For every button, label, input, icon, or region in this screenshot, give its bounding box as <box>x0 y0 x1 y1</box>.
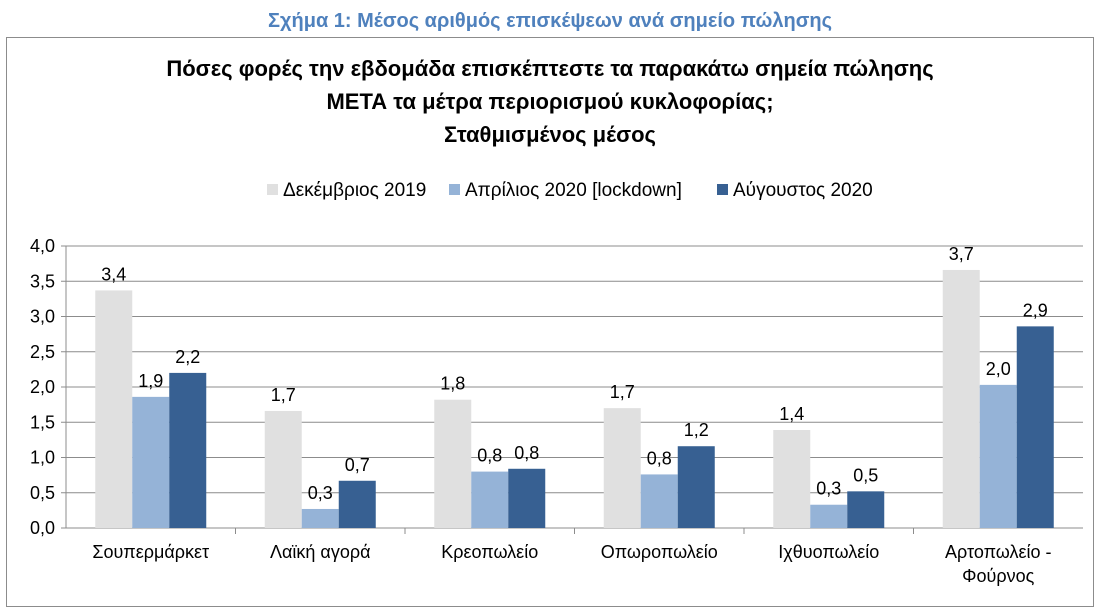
data-label: 1,4 <box>779 404 804 424</box>
legend-swatch-2 <box>449 184 460 195</box>
legend-label-1: Δεκέμβριος 2019 <box>283 180 426 201</box>
data-label: 0,8 <box>477 446 502 466</box>
y-tick-label: 2,0 <box>30 377 55 397</box>
data-label: 1,7 <box>271 385 296 405</box>
y-tick-label: 0,5 <box>30 483 55 503</box>
category-label: Σουπερμάρκετ <box>92 542 209 562</box>
bar-2-2 <box>301 508 339 528</box>
legend-label-2: Απρίλιος 2020 [lockdown] <box>465 180 682 201</box>
bar-1-5 <box>773 430 811 528</box>
chart-frame: Πόσες φορές την εβδομάδα επισκέπτεστε τα… <box>6 37 1094 607</box>
chart-title-line: ΜΕΤΑ τα μέτρα περιορισμού κυκλοφορίας; <box>326 89 773 114</box>
bar-2-6 <box>979 384 1017 528</box>
category-label: Αρτοπωλείο - <box>945 542 1052 562</box>
bar-2-1 <box>132 396 170 528</box>
data-label: 2,2 <box>175 347 200 367</box>
bar-3-2 <box>338 480 376 528</box>
data-label: 1,7 <box>610 382 635 402</box>
data-label: 0,3 <box>816 479 841 499</box>
bar-1-1 <box>95 290 133 528</box>
data-label: 1,8 <box>440 374 465 394</box>
bar-2-4 <box>640 474 678 528</box>
legend-swatch-1 <box>267 184 278 195</box>
category-label: Κρεοπωλείο <box>441 542 538 562</box>
data-label: 2,0 <box>986 359 1011 379</box>
data-label: 3,7 <box>949 244 974 264</box>
bar-3-4 <box>677 446 715 528</box>
legend-label-3: Αύγουστος 2020 <box>733 180 873 201</box>
bar-3-1 <box>169 372 207 528</box>
bar-1-2 <box>264 410 302 528</box>
data-label: 0,3 <box>308 483 333 503</box>
category-label: Λαϊκή αγορά <box>270 542 371 562</box>
legend-swatch-3 <box>717 184 728 195</box>
category-label: Φούρνος <box>962 566 1034 586</box>
bar-1-3 <box>434 399 472 528</box>
y-tick-label: 3,5 <box>30 271 55 291</box>
data-label: 1,2 <box>684 420 709 440</box>
category-label: Ιχθυοπωλείο <box>778 542 879 562</box>
y-tick-label: 1,0 <box>30 448 55 468</box>
chart-title-line: Πόσες φορές την εβδομάδα επισκέπτεστε τα… <box>166 56 933 81</box>
y-tick-label: 3,0 <box>30 307 55 327</box>
bar-3-5 <box>847 491 885 528</box>
bar-1-6 <box>942 269 980 528</box>
y-tick-label: 0,0 <box>30 518 55 538</box>
bar-2-3 <box>471 471 509 528</box>
category-label: Οπωροπωλείο <box>601 542 718 562</box>
data-label: 3,4 <box>101 264 126 284</box>
y-tick-label: 1,5 <box>30 412 55 432</box>
bar-chart: Πόσες φορές την εβδομάδα επισκέπτεστε τα… <box>30 56 1083 586</box>
data-label: 0,8 <box>514 443 539 463</box>
data-label: 0,7 <box>345 455 370 475</box>
figure-caption: Σχήμα 1: Μέσος αριθμός επισκέψεων ανά ση… <box>267 10 832 32</box>
y-tick-label: 4,0 <box>30 236 55 256</box>
bar-3-3 <box>508 468 546 528</box>
bar-2-5 <box>810 504 848 528</box>
data-label: 2,9 <box>1023 300 1048 320</box>
bar-3-6 <box>1016 326 1054 528</box>
data-label: 0,8 <box>647 448 672 468</box>
chart-title-line: Σταθμισμένος μέσος <box>444 122 656 147</box>
data-label: 0,5 <box>853 465 878 485</box>
y-tick-label: 2,5 <box>30 342 55 362</box>
bar-1-4 <box>603 408 641 528</box>
data-label: 1,9 <box>138 371 163 391</box>
